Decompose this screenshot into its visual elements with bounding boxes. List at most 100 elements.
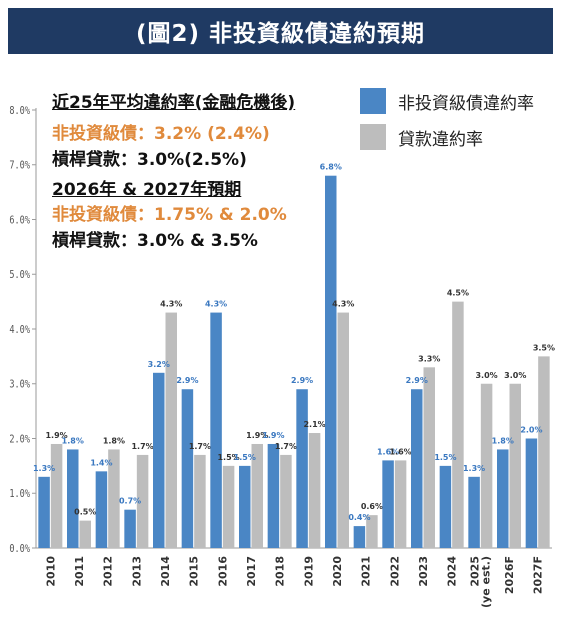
y-tick-label: 6.0% xyxy=(9,215,30,227)
legend-label-loans: 貸款違約率 xyxy=(398,129,483,150)
bar-loans xyxy=(136,454,149,548)
legend-swatch-hy xyxy=(360,88,386,114)
data-label-loans: 0.5% xyxy=(74,508,96,517)
bar-loans xyxy=(79,520,91,548)
bar-loans xyxy=(394,460,407,548)
x-tick-label-line: 2022 xyxy=(388,556,401,587)
data-label-hy: 1.3% xyxy=(33,464,55,473)
data-label-hy: 2.9% xyxy=(406,376,428,385)
bar-hy xyxy=(439,465,452,548)
forecast-heading: 2026年 & 2027年預期 xyxy=(52,180,242,200)
forecast-hy-note: 非投資級債：1.75% & 2.0% xyxy=(52,205,287,225)
x-tick-label-line: 2018 xyxy=(274,556,287,587)
bar-hy xyxy=(525,438,538,548)
data-label-hy: 2.9% xyxy=(291,376,313,385)
y-tick-label: 2.0% xyxy=(9,434,30,446)
data-label-hy: 1.8% xyxy=(62,436,84,445)
x-tick-label-line: 2016 xyxy=(216,556,229,587)
forecast-loans-note: 槓桿貸款：3.0% & 3.5% xyxy=(52,231,258,251)
x-tick-label: 2025(ye est.) xyxy=(468,556,492,608)
x-tick-label: 2017 xyxy=(245,556,258,587)
x-tick-label-line: 2015 xyxy=(188,556,201,587)
bar-hy xyxy=(124,509,136,548)
bar-hy xyxy=(382,460,394,548)
data-label-hy: 1.8% xyxy=(492,436,514,445)
bar-hy xyxy=(468,476,480,548)
x-tick-label-line: 2020 xyxy=(331,556,344,587)
y-tick-label: 7.0% xyxy=(9,160,30,172)
bar-loans xyxy=(480,383,493,548)
x-tick-label: 2018 xyxy=(274,556,287,587)
x-tick-label: 2027F xyxy=(532,556,545,594)
x-tick-label-line: 2025 xyxy=(468,556,481,587)
bar-loans xyxy=(194,454,206,548)
x-tick-label: 2021 xyxy=(360,556,373,587)
x-tick-label: 2015 xyxy=(188,556,201,587)
x-tick-label-line: 2027F xyxy=(532,556,545,594)
x-tick-label-line: 2010 xyxy=(44,556,57,587)
data-label-hy: 3.2% xyxy=(148,360,170,369)
bar-loans xyxy=(452,301,464,548)
avg-heading: 近25年平均違約率(金融危機後) xyxy=(52,93,296,113)
bar-loans xyxy=(165,312,177,548)
data-label-hy: 1.6% xyxy=(377,447,399,456)
x-tick-label-line: 2023 xyxy=(417,556,430,587)
avg-hy-note: 非投資級債：3.2% (2.4%) xyxy=(52,124,270,144)
x-tick-label: 2023 xyxy=(417,556,430,587)
y-tick-label: 4.0% xyxy=(9,324,30,336)
bar-hy xyxy=(95,471,108,548)
data-label-hy: 2.0% xyxy=(520,426,542,435)
x-tick-label-line: 2021 xyxy=(360,556,373,587)
data-label-loans: 3.0% xyxy=(475,371,497,380)
title-banner: (圖2) 非投資級債違約預期 xyxy=(8,8,553,54)
bar-loans xyxy=(423,367,435,548)
x-tick-label-line: 2017 xyxy=(245,556,258,587)
bar-loans xyxy=(509,383,521,548)
data-label-hy: 1.5% xyxy=(234,453,256,462)
x-tick-label: 2016 xyxy=(216,556,229,587)
bar-hy xyxy=(239,465,251,548)
x-tick-label: 2022 xyxy=(388,556,401,587)
y-tick-label: 5.0% xyxy=(9,269,30,281)
bar-hy xyxy=(38,476,50,548)
x-tick-label: 2019 xyxy=(302,556,315,587)
bar-loans xyxy=(108,449,120,548)
data-label-hy: 1.3% xyxy=(463,464,485,473)
data-label-loans: 3.0% xyxy=(504,371,526,380)
x-tick-label: 2024 xyxy=(446,556,459,587)
y-tick-label: 3.0% xyxy=(9,379,30,391)
bar-loans xyxy=(308,433,321,548)
bar-loans xyxy=(251,443,263,548)
data-label-loans: 2.1% xyxy=(303,420,325,429)
bar-loans xyxy=(50,443,63,548)
x-tick-label-line: 2014 xyxy=(159,556,172,587)
data-label-hy: 1.4% xyxy=(90,458,112,467)
bar-hy xyxy=(296,389,308,548)
legend-item-loans: 貸款違約率 xyxy=(360,124,483,150)
legend-label-hy: 非投資級債違約率 xyxy=(398,93,534,114)
x-tick-label-line: 2024 xyxy=(446,556,459,587)
x-tick-label-line: 2011 xyxy=(73,556,86,587)
data-label-loans: 1.9% xyxy=(246,431,268,440)
x-tick-label: 2013 xyxy=(130,556,143,587)
bar-hy xyxy=(353,526,366,548)
bar-loans xyxy=(538,356,550,548)
x-tick-label-line: 2019 xyxy=(302,556,315,587)
data-label-loans: 4.3% xyxy=(160,300,182,309)
data-label-loans: 4.5% xyxy=(447,289,469,298)
data-label-loans: 3.5% xyxy=(533,343,555,352)
bar-hy xyxy=(267,443,280,548)
bar-hy xyxy=(181,389,194,548)
data-label-loans: 1.7% xyxy=(131,442,153,451)
data-label-hy: 6.8% xyxy=(320,163,342,172)
data-label-hy: 0.7% xyxy=(119,497,141,506)
bar-hy xyxy=(210,312,222,548)
bar-loans xyxy=(366,515,378,548)
bar-hy xyxy=(497,449,509,548)
data-label-loans: 1.6% xyxy=(389,447,411,456)
x-tick-label: 2011 xyxy=(73,556,86,587)
data-label-loans: 1.8% xyxy=(103,436,125,445)
data-label-loans: 3.3% xyxy=(418,354,440,363)
data-label-loans: 1.7% xyxy=(275,442,297,451)
